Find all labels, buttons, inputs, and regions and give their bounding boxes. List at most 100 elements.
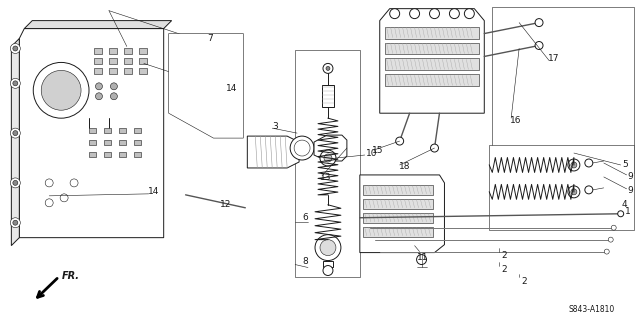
Circle shape <box>10 128 20 138</box>
Text: 2: 2 <box>501 251 507 260</box>
Bar <box>363 199 433 209</box>
Circle shape <box>568 159 580 171</box>
Circle shape <box>465 9 474 19</box>
Circle shape <box>323 265 333 276</box>
Circle shape <box>70 179 78 187</box>
Bar <box>109 48 117 55</box>
Circle shape <box>10 78 20 88</box>
Circle shape <box>585 186 593 194</box>
Circle shape <box>13 81 18 86</box>
Circle shape <box>13 220 18 225</box>
Bar <box>94 58 102 64</box>
Circle shape <box>111 83 117 90</box>
Text: 9: 9 <box>628 173 634 182</box>
Bar <box>119 128 126 133</box>
Circle shape <box>611 225 616 230</box>
Circle shape <box>95 93 102 100</box>
Circle shape <box>10 43 20 54</box>
Circle shape <box>417 255 426 264</box>
Text: 13: 13 <box>320 174 332 182</box>
Text: 11: 11 <box>417 253 428 262</box>
Text: 5: 5 <box>622 160 628 169</box>
Bar <box>124 48 132 55</box>
Circle shape <box>13 181 18 185</box>
Circle shape <box>45 199 53 207</box>
Circle shape <box>535 19 543 26</box>
Circle shape <box>45 179 53 187</box>
Bar <box>89 128 96 133</box>
Bar <box>134 152 141 157</box>
Circle shape <box>396 137 404 145</box>
Bar <box>89 152 96 157</box>
Circle shape <box>95 83 102 90</box>
Bar <box>363 185 433 195</box>
Polygon shape <box>360 175 444 253</box>
Text: 14: 14 <box>148 187 159 197</box>
Circle shape <box>41 70 81 110</box>
Circle shape <box>571 162 577 168</box>
Polygon shape <box>169 33 243 138</box>
Circle shape <box>111 93 117 100</box>
Circle shape <box>13 130 18 136</box>
Circle shape <box>410 9 420 19</box>
Polygon shape <box>380 9 484 113</box>
Text: 17: 17 <box>548 54 560 63</box>
Text: 16: 16 <box>510 116 522 125</box>
Text: 6: 6 <box>302 213 308 222</box>
Bar <box>139 68 147 74</box>
Bar <box>139 58 147 64</box>
Text: 4: 4 <box>622 200 627 209</box>
Circle shape <box>390 9 399 19</box>
Bar <box>385 26 479 39</box>
Circle shape <box>618 211 623 217</box>
Circle shape <box>13 46 18 51</box>
Bar <box>109 68 117 74</box>
Bar <box>363 213 433 223</box>
Text: 2: 2 <box>522 277 527 286</box>
Circle shape <box>585 159 593 167</box>
Circle shape <box>608 237 613 242</box>
Text: S843-A1810: S843-A1810 <box>569 305 615 314</box>
Text: 15: 15 <box>372 145 383 154</box>
Bar <box>322 85 334 107</box>
Bar <box>134 140 141 145</box>
Circle shape <box>320 150 336 166</box>
Bar <box>119 152 126 157</box>
Bar <box>295 50 360 278</box>
Polygon shape <box>19 29 164 238</box>
Polygon shape <box>489 145 634 230</box>
Text: 14: 14 <box>226 84 237 93</box>
Circle shape <box>315 235 341 261</box>
Text: 1: 1 <box>625 207 630 216</box>
Text: 9: 9 <box>628 186 634 195</box>
Bar <box>124 68 132 74</box>
Bar <box>94 68 102 74</box>
Polygon shape <box>314 135 347 161</box>
Bar <box>104 152 111 157</box>
Circle shape <box>535 41 543 49</box>
Bar <box>385 74 479 86</box>
Bar <box>104 140 111 145</box>
Circle shape <box>429 9 440 19</box>
Circle shape <box>294 140 310 156</box>
Text: 8: 8 <box>302 257 308 266</box>
Text: FR.: FR. <box>62 271 80 281</box>
Circle shape <box>324 154 332 162</box>
Bar <box>385 58 479 70</box>
Bar <box>134 128 141 133</box>
Bar <box>139 48 147 55</box>
Text: 7: 7 <box>207 34 213 43</box>
Circle shape <box>10 178 20 188</box>
Polygon shape <box>247 136 299 168</box>
Circle shape <box>604 249 609 254</box>
Polygon shape <box>492 7 634 173</box>
Bar <box>363 227 433 237</box>
Polygon shape <box>12 39 19 246</box>
Circle shape <box>326 66 330 70</box>
Circle shape <box>323 63 333 73</box>
Circle shape <box>60 194 68 202</box>
Circle shape <box>449 9 460 19</box>
Bar <box>323 261 333 267</box>
Bar <box>385 42 479 55</box>
Bar <box>109 58 117 64</box>
